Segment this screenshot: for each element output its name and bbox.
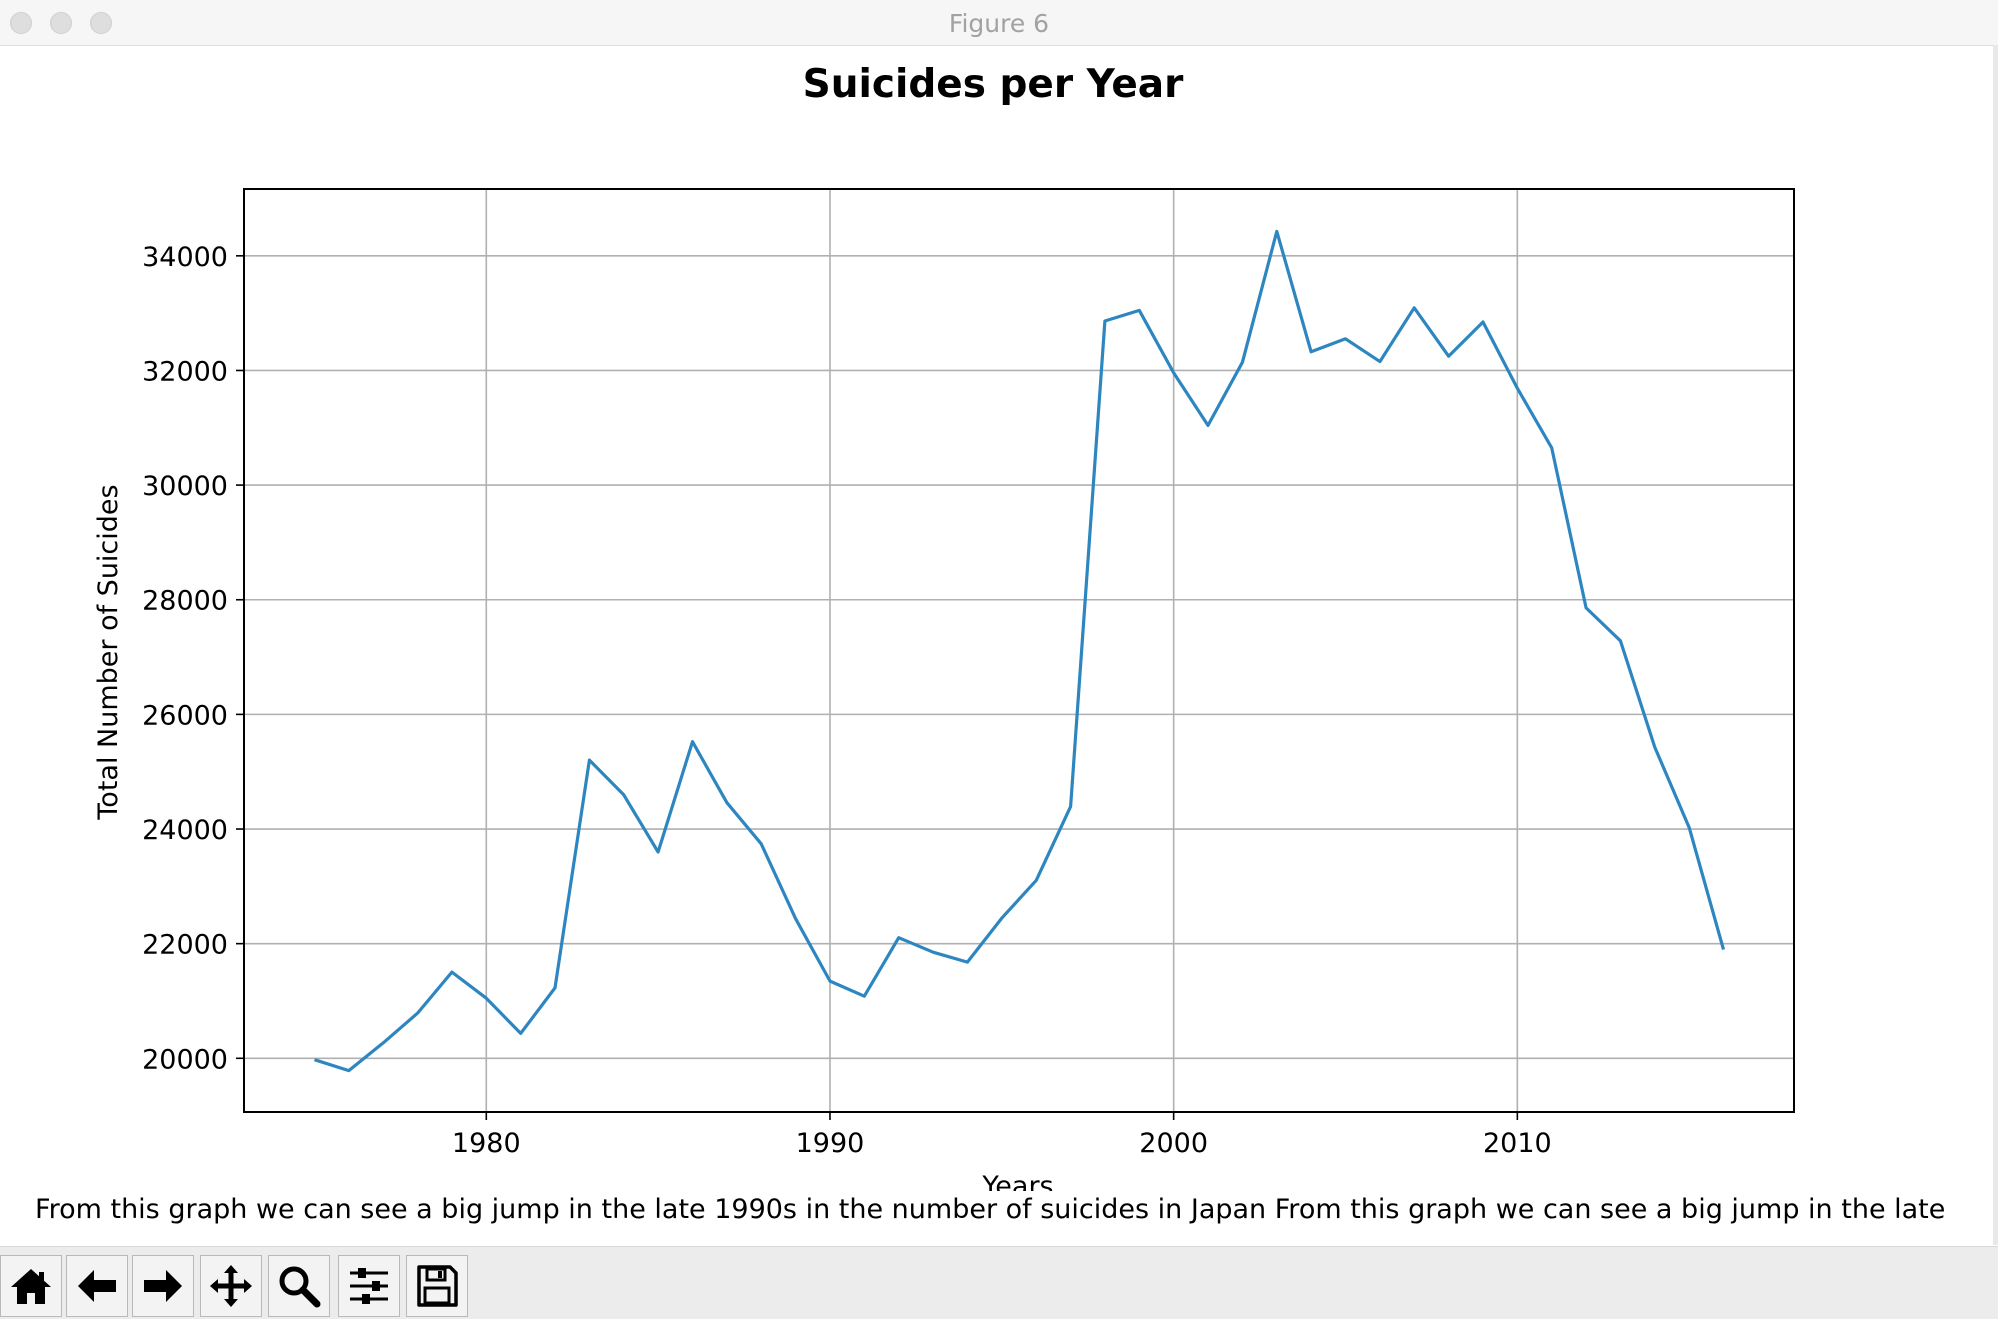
navigation-toolbar [0,1246,1998,1319]
chart-title: Suicides per Year [803,62,1184,107]
x-tick-label: 1980 [452,1128,521,1159]
forward-icon [144,1270,182,1302]
x-tick-label: 2010 [1483,1128,1552,1159]
forward-button[interactable] [132,1255,194,1317]
maximize-window-button[interactable] [90,12,112,34]
gridlines [244,189,1794,1112]
minimize-window-button[interactable] [50,12,72,34]
caption-text: From this graph we can see a big jump in… [35,1194,1946,1225]
window-title: Figure 6 [948,9,1050,38]
home-icon [11,1269,51,1304]
pan-icon [210,1265,252,1307]
zoom-icon [279,1266,321,1308]
x-tick-label: 1990 [796,1128,865,1159]
window-edge [1993,45,1998,1245]
save-icon [417,1265,458,1307]
y-tick-label: 34000 [142,242,228,273]
back-button[interactable] [66,1255,128,1317]
zoom-button[interactable] [268,1255,330,1317]
pan-button[interactable] [200,1255,262,1317]
back-icon [78,1270,116,1302]
series-line [314,229,1726,1073]
y-tick-label: 32000 [142,356,228,387]
y-axis-label: Total Number of Suicides [93,484,124,820]
configure-subplots-icon [350,1268,388,1304]
home-button[interactable] [0,1255,62,1317]
title-bar: Figure 6 [0,0,1998,46]
configure-subplots-button[interactable] [338,1255,400,1317]
y-tick-label: 28000 [142,586,228,617]
save-button[interactable] [406,1255,468,1317]
x-axis: 1980 1990 2000 2010 [452,1112,1552,1159]
y-tick-label: 20000 [142,1044,228,1075]
y-tick-label: 30000 [142,471,228,502]
plot-area [243,188,1795,1113]
x-tick-label: 2000 [1139,1128,1208,1159]
y-axis: 20000 22000 24000 26000 28000 30000 32000 34000 [142,242,244,1075]
y-tick-label: 22000 [142,930,228,961]
line-chart: Suicides per Year 1980 1990 2000 2010 20000… [93,62,1795,1191]
x-axis-label: Years [981,1171,1053,1191]
y-tick-label: 24000 [142,815,228,846]
close-window-button[interactable] [10,12,32,34]
y-tick-label: 26000 [142,700,228,731]
